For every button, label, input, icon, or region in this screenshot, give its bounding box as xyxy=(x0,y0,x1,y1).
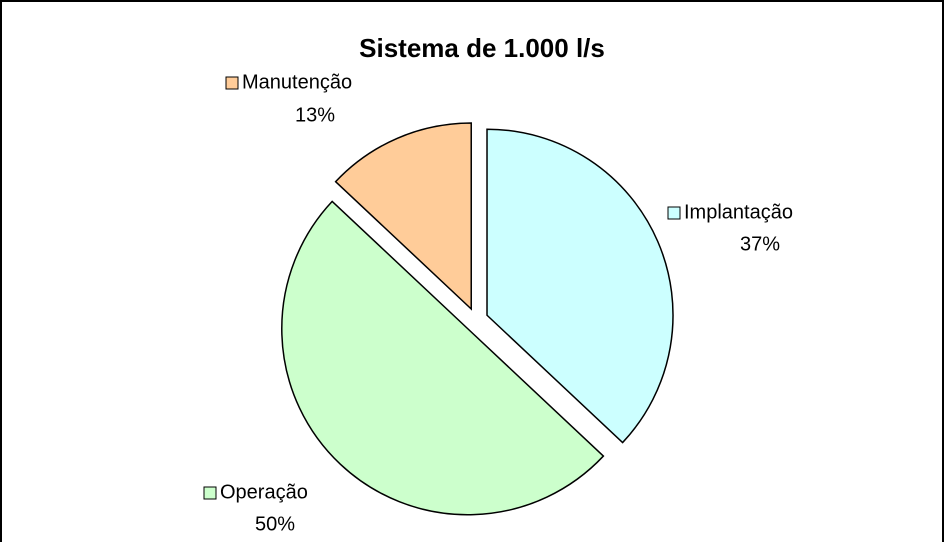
pie-slice xyxy=(334,122,472,311)
value-label: 13% xyxy=(295,104,335,126)
value-label: 50% xyxy=(255,513,295,535)
slice-label: Implantação xyxy=(684,201,793,223)
value-label: 37% xyxy=(740,233,780,255)
slice-label: Operação xyxy=(220,481,308,503)
pie-slice xyxy=(486,128,674,444)
slice-label: Manutenção xyxy=(242,71,352,93)
legend-key xyxy=(203,486,217,500)
chart-title: Sistema de 1.000 l/s xyxy=(359,33,605,63)
legend-key xyxy=(667,206,681,220)
pie-slice xyxy=(281,200,605,516)
legend-key xyxy=(225,76,239,90)
